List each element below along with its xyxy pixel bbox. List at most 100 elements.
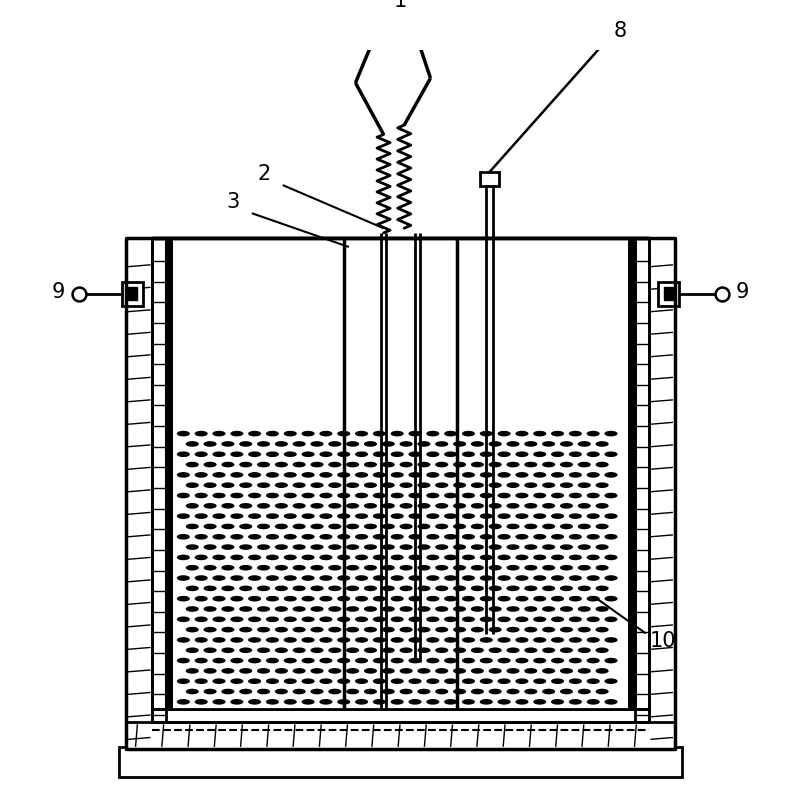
Ellipse shape (471, 647, 484, 653)
Ellipse shape (239, 606, 252, 612)
Ellipse shape (569, 472, 582, 477)
Ellipse shape (222, 565, 234, 571)
Ellipse shape (560, 565, 573, 571)
Ellipse shape (239, 441, 252, 447)
Ellipse shape (293, 544, 306, 550)
Ellipse shape (471, 668, 484, 674)
Ellipse shape (293, 462, 306, 468)
Ellipse shape (186, 668, 199, 674)
Bar (173, 237, 628, 427)
Ellipse shape (533, 452, 546, 457)
Ellipse shape (213, 617, 226, 622)
Ellipse shape (560, 627, 573, 633)
Ellipse shape (498, 637, 510, 642)
Ellipse shape (551, 534, 564, 539)
Ellipse shape (355, 493, 368, 498)
Ellipse shape (355, 679, 368, 684)
Ellipse shape (390, 534, 404, 539)
Ellipse shape (515, 555, 529, 560)
Ellipse shape (533, 576, 546, 581)
Ellipse shape (390, 493, 404, 498)
Ellipse shape (409, 431, 422, 436)
Ellipse shape (293, 503, 306, 509)
Ellipse shape (444, 596, 458, 601)
Ellipse shape (284, 493, 297, 498)
Ellipse shape (364, 689, 377, 695)
Ellipse shape (266, 452, 279, 457)
Ellipse shape (506, 606, 519, 612)
Ellipse shape (203, 606, 217, 612)
Ellipse shape (319, 452, 333, 457)
Text: 9: 9 (736, 282, 749, 302)
Ellipse shape (310, 544, 323, 550)
Ellipse shape (399, 689, 413, 695)
Ellipse shape (222, 441, 234, 447)
Ellipse shape (213, 514, 226, 519)
Ellipse shape (524, 482, 538, 488)
Ellipse shape (266, 699, 279, 704)
Ellipse shape (274, 482, 288, 488)
Ellipse shape (293, 482, 306, 488)
Ellipse shape (248, 555, 261, 560)
Ellipse shape (328, 627, 342, 633)
Ellipse shape (605, 514, 618, 519)
Ellipse shape (302, 637, 314, 642)
Ellipse shape (390, 699, 404, 704)
Ellipse shape (471, 689, 484, 695)
Ellipse shape (489, 482, 502, 488)
Ellipse shape (230, 514, 243, 519)
Ellipse shape (515, 596, 529, 601)
Ellipse shape (453, 523, 466, 529)
Ellipse shape (257, 647, 270, 653)
Ellipse shape (337, 658, 350, 663)
Ellipse shape (462, 472, 475, 477)
Ellipse shape (355, 431, 368, 436)
Ellipse shape (453, 689, 466, 695)
Ellipse shape (498, 617, 510, 622)
Ellipse shape (595, 503, 609, 509)
Ellipse shape (284, 658, 297, 663)
Ellipse shape (293, 565, 306, 571)
Ellipse shape (418, 565, 430, 571)
Ellipse shape (551, 699, 564, 704)
Ellipse shape (560, 647, 573, 653)
Ellipse shape (302, 493, 314, 498)
Ellipse shape (373, 452, 386, 457)
Ellipse shape (310, 668, 323, 674)
Ellipse shape (310, 462, 323, 468)
Ellipse shape (560, 544, 573, 550)
Ellipse shape (390, 637, 404, 642)
Ellipse shape (230, 534, 243, 539)
Ellipse shape (542, 668, 555, 674)
Ellipse shape (373, 534, 386, 539)
Ellipse shape (435, 441, 448, 447)
Ellipse shape (355, 637, 368, 642)
Bar (663, 287, 673, 300)
Ellipse shape (257, 606, 270, 612)
Ellipse shape (194, 452, 208, 457)
Ellipse shape (506, 565, 519, 571)
Ellipse shape (453, 441, 466, 447)
Ellipse shape (328, 668, 342, 674)
Ellipse shape (418, 585, 430, 591)
Ellipse shape (480, 472, 493, 477)
Ellipse shape (578, 606, 591, 612)
Ellipse shape (194, 472, 208, 477)
Ellipse shape (194, 576, 208, 581)
Ellipse shape (213, 658, 226, 663)
Ellipse shape (373, 679, 386, 684)
Ellipse shape (239, 503, 252, 509)
Ellipse shape (524, 647, 538, 653)
Ellipse shape (266, 679, 279, 684)
Ellipse shape (274, 606, 288, 612)
Ellipse shape (506, 441, 519, 447)
Ellipse shape (399, 482, 413, 488)
Ellipse shape (435, 668, 448, 674)
Bar (153, 709, 649, 722)
Ellipse shape (569, 534, 582, 539)
Ellipse shape (337, 431, 350, 436)
Bar (173, 237, 628, 709)
Ellipse shape (551, 452, 564, 457)
Ellipse shape (364, 482, 377, 488)
Ellipse shape (239, 689, 252, 695)
